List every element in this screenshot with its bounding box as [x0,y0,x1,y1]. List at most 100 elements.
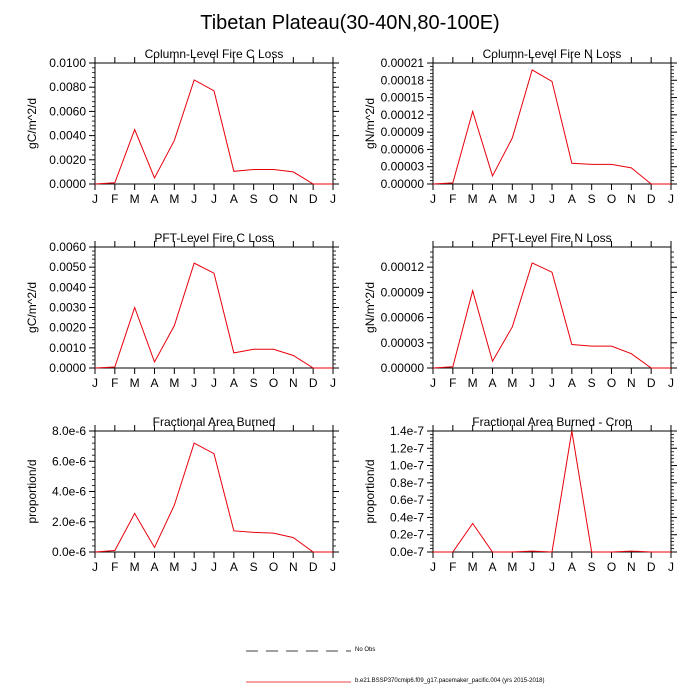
y-tick-label: 0.8e-7 [390,476,424,490]
x-tick-label: A [230,560,238,574]
chart-panel-6: Fractional Area Burned - Cropproportion/… [363,415,677,574]
y-tick-label: 0.00021 [381,56,425,70]
x-tick-label: O [269,192,278,206]
series-line-1 [432,262,671,369]
x-tick-label: M [169,376,179,390]
x-tick-label: D [647,192,656,206]
x-tick-label: D [647,376,656,390]
x-tick-label: M [130,560,140,574]
x-tick-label: N [289,560,298,574]
x-tick-label: D [309,192,318,206]
x-tick-label: A [150,376,158,390]
x-tick-label: N [289,192,298,206]
x-tick-label: D [647,560,656,574]
x-tick-label: J [330,192,336,206]
x-tick-label: J [330,376,336,390]
x-tick-label: J [92,560,98,574]
chart-title: Column-Level Fire N Loss [483,47,622,61]
series-line-1 [94,262,333,369]
x-tick-label: J [668,192,674,206]
y-tick-label: 0.00015 [381,91,425,105]
x-tick-label: M [169,192,179,206]
x-tick-label: J [430,192,436,206]
x-tick-label: J [529,560,535,574]
y-tick-label: 0.00012 [381,108,425,122]
y-axis-label: proportion/d [363,459,377,523]
y-tick-label: 0.00012 [381,260,425,274]
x-tick-label: S [588,192,596,206]
x-tick-label: J [191,376,197,390]
x-tick-label: O [269,560,278,574]
x-tick-label: A [230,376,238,390]
series-line-1 [432,69,671,185]
x-tick-label: M [130,192,140,206]
y-tick-label: 0.0020 [49,153,86,167]
x-tick-label: A [488,560,496,574]
x-tick-label: M [468,560,478,574]
x-tick-label: J [549,192,555,206]
x-tick-label: J [529,376,535,390]
y-tick-label: 0.0000 [49,361,86,375]
y-tick-label: 0.00000 [381,177,425,191]
chart-title: PFT-Level Fire N Loss [492,231,611,245]
x-tick-label: O [607,192,616,206]
x-tick-label: M [169,560,179,574]
y-tick-label: 0.0080 [49,80,86,94]
x-tick-label: S [250,192,258,206]
x-tick-label: S [250,560,258,574]
x-tick-label: J [330,560,336,574]
y-tick-label: 0.00006 [381,311,425,325]
x-tick-label: A [230,192,238,206]
y-tick-label: 0.0e-6 [52,545,86,559]
plot-frame [94,62,334,185]
y-tick-label: 0.0040 [49,280,86,294]
chart-title: Fractional Area Burned [153,415,276,429]
x-tick-label: F [111,192,118,206]
y-tick-label: 0.0060 [49,240,86,254]
y-tick-label: 0.0100 [49,56,86,70]
x-tick-label: J [549,560,555,574]
chart-title: PFT-Level Fire C Loss [154,231,273,245]
plot-frame [94,246,334,369]
x-tick-label: J [211,376,217,390]
x-tick-label: M [130,376,140,390]
x-tick-label: A [488,192,496,206]
x-tick-label: M [468,192,478,206]
x-tick-label: A [568,192,576,206]
x-tick-label: J [430,560,436,574]
x-tick-label: J [211,560,217,574]
x-tick-label: F [449,376,456,390]
x-tick-label: D [309,376,318,390]
x-tick-label: J [529,192,535,206]
x-tick-label: F [449,192,456,206]
y-tick-label: 0.00003 [381,160,425,174]
x-tick-label: S [588,376,596,390]
y-tick-label: 0.00009 [381,125,425,139]
y-tick-label: 0.00003 [381,336,425,350]
y-tick-label: 2.0e-6 [52,515,86,529]
x-tick-label: J [191,192,197,206]
y-tick-label: 0.0010 [49,341,86,355]
x-tick-label: S [250,376,258,390]
x-tick-label: N [627,560,636,574]
y-axis-label: gN/m^2/d [363,282,377,333]
y-tick-label: 1.2e-7 [390,441,424,455]
y-axis-label: gN/m^2/d [363,98,377,149]
y-tick-label: 0.0020 [49,321,86,335]
y-tick-label: 0.00009 [381,285,425,299]
y-tick-label: 0.0050 [49,260,86,274]
y-tick-label: 1.0e-7 [390,459,424,473]
x-tick-label: J [430,376,436,390]
y-axis-label: gC/m^2/d [25,98,39,149]
legend-label-model: b.e21.BSSP370cmip6.f09_g17.pacemaker_pac… [355,678,545,684]
y-tick-label: 0.00006 [381,142,425,156]
y-tick-label: 0.0000 [49,177,86,191]
y-tick-label: 0.0040 [49,129,86,143]
x-tick-label: A [150,192,158,206]
x-tick-label: M [507,560,517,574]
series-line-1 [433,430,671,553]
x-tick-label: J [668,376,674,390]
